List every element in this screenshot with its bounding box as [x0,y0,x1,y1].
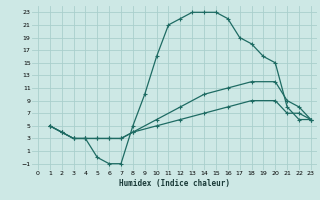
X-axis label: Humidex (Indice chaleur): Humidex (Indice chaleur) [119,179,230,188]
